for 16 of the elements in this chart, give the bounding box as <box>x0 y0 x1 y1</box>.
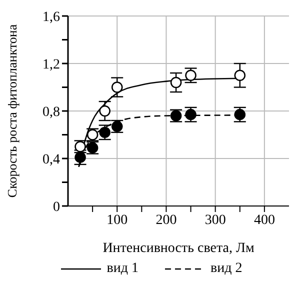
point <box>234 70 246 82</box>
x-tick-label: 200 <box>156 212 177 228</box>
legend-label: вид 1 <box>106 261 138 277</box>
y-tick-label: 1,6 <box>42 10 60 25</box>
y-tick-label: 0,4 <box>42 152 60 168</box>
x-tick-label: 400 <box>254 212 275 228</box>
legend-label: вид 2 <box>210 261 242 277</box>
point <box>99 105 110 117</box>
y-tick-label: 1,2 <box>42 57 60 72</box>
x-axis-title: Интенсивность света, Лм <box>102 241 254 256</box>
point <box>111 82 123 93</box>
y-tick-label: 0 <box>53 200 60 215</box>
point <box>170 76 182 88</box>
x-tick-label: 300 <box>204 212 226 228</box>
x-tick-label: 100 <box>106 212 128 228</box>
y-tick-label: 0,8 <box>42 104 60 120</box>
